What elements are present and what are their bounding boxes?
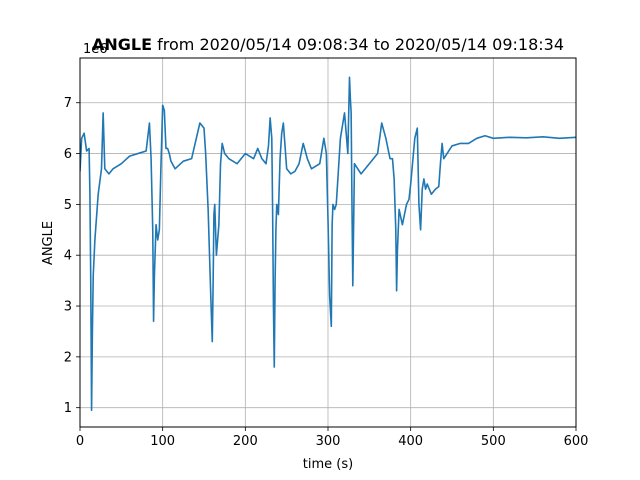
y-axis-label: ANGLE [41,221,56,265]
x-axis-label: time (s) [303,457,353,472]
y-tick-label: 3 [64,300,72,315]
x-tick-label: 200 [233,434,258,449]
chart-title-bold: ANGLE [92,35,152,54]
chart-title-rest: from 2020/05/14 09:08:34 to 2020/05/14 0… [152,35,564,54]
series-line-angle [80,76,576,412]
y-offset-label: 1e6 [83,42,108,57]
y-tick-label: 6 [64,147,72,162]
y-axis-ticks: 1 2 3 4 5 6 7 [64,96,80,416]
y-tick-label: 1 [64,401,72,416]
y-tick-label: 7 [64,96,72,111]
y-tick-label: 4 [64,249,72,264]
x-tick-label: 400 [398,434,423,449]
x-tick-label: 300 [316,434,341,449]
y-tick-label: 5 [64,198,72,213]
chart-title: ANGLE from 2020/05/14 09:08:34 to 2020/0… [92,35,564,54]
x-tick-label: 0 [76,434,84,449]
x-tick-label: 500 [481,434,506,449]
x-tick-label: 600 [564,434,589,449]
x-axis-ticks: 0 100 200 300 400 500 600 [76,427,589,449]
y-tick-label: 2 [64,350,72,365]
x-tick-label: 100 [150,434,175,449]
